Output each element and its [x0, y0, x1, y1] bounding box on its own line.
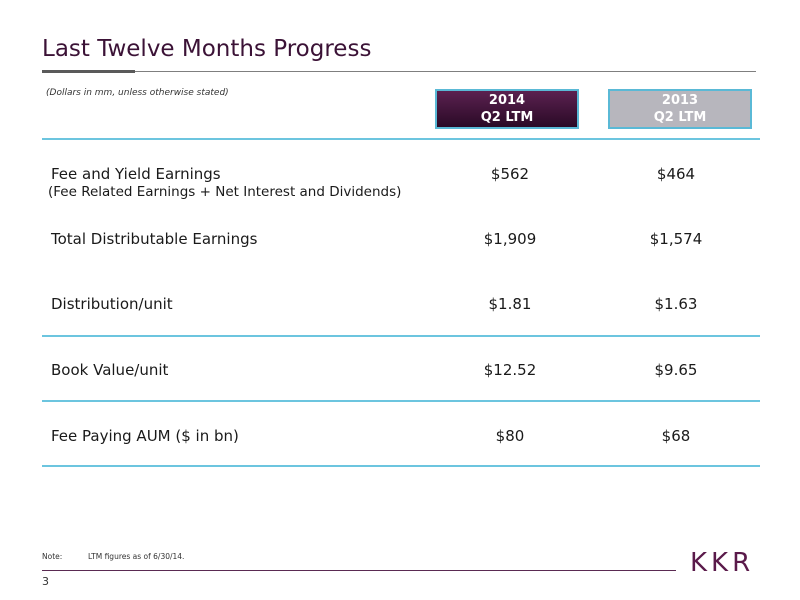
- page-title: Last Twelve Months Progress: [42, 36, 372, 62]
- table-cell-2014: $80: [495, 427, 525, 445]
- row-label-distribution-per-unit: Distribution/unit: [51, 295, 173, 313]
- table-bottom-rule: [42, 465, 760, 467]
- row-label-book-value-per-unit: Book Value/unit: [51, 361, 169, 379]
- table-cell-2013: $68: [661, 427, 691, 445]
- table-cell-2013: $1.63: [654, 295, 698, 313]
- table-header-rule: [42, 138, 760, 140]
- kkr-logo: KKR: [690, 548, 755, 578]
- footnote: Note: LTM figures as of 6/30/14.: [42, 552, 184, 561]
- page-number: 3: [42, 575, 49, 588]
- table-row-divider: [42, 400, 760, 402]
- row-label-total-distributable-earnings: Total Distributable Earnings: [51, 230, 258, 248]
- column-header-period: Q2 LTM: [480, 110, 534, 125]
- title-accent-bar: [42, 70, 135, 73]
- table-cell-2013: $9.65: [654, 361, 698, 379]
- row-sublabel-fee-yield-earnings: (Fee Related Earnings + Net Interest and…: [48, 184, 402, 200]
- table-cell-2014: $1,909: [483, 230, 537, 248]
- title-divider: [42, 71, 756, 72]
- column-header-2013: 2013 Q2 LTM: [608, 89, 752, 129]
- table-cell-2014: $562: [490, 165, 530, 183]
- row-label-fee-paying-aum: Fee Paying AUM ($ in bn): [51, 427, 239, 445]
- table-row-divider: [42, 335, 760, 337]
- footnote-text: LTM figures as of 6/30/14.: [88, 552, 185, 561]
- table-cell-2014: $12.52: [483, 361, 537, 379]
- units-note: (Dollars in mm, unless otherwise stated): [46, 88, 229, 98]
- footer-divider: [42, 570, 676, 571]
- column-header-2014: 2014 Q2 LTM: [435, 89, 579, 129]
- column-header-year: 2013: [661, 93, 699, 108]
- table-cell-2013: $1,574: [649, 230, 703, 248]
- row-label-fee-yield-earnings: Fee and Yield Earnings: [51, 165, 221, 183]
- column-header-year: 2014: [488, 93, 526, 108]
- table-cell-2013: $464: [656, 165, 696, 183]
- footnote-label: Note:: [42, 552, 63, 561]
- table-cell-2014: $1.81: [488, 295, 532, 313]
- column-header-period: Q2 LTM: [653, 110, 707, 125]
